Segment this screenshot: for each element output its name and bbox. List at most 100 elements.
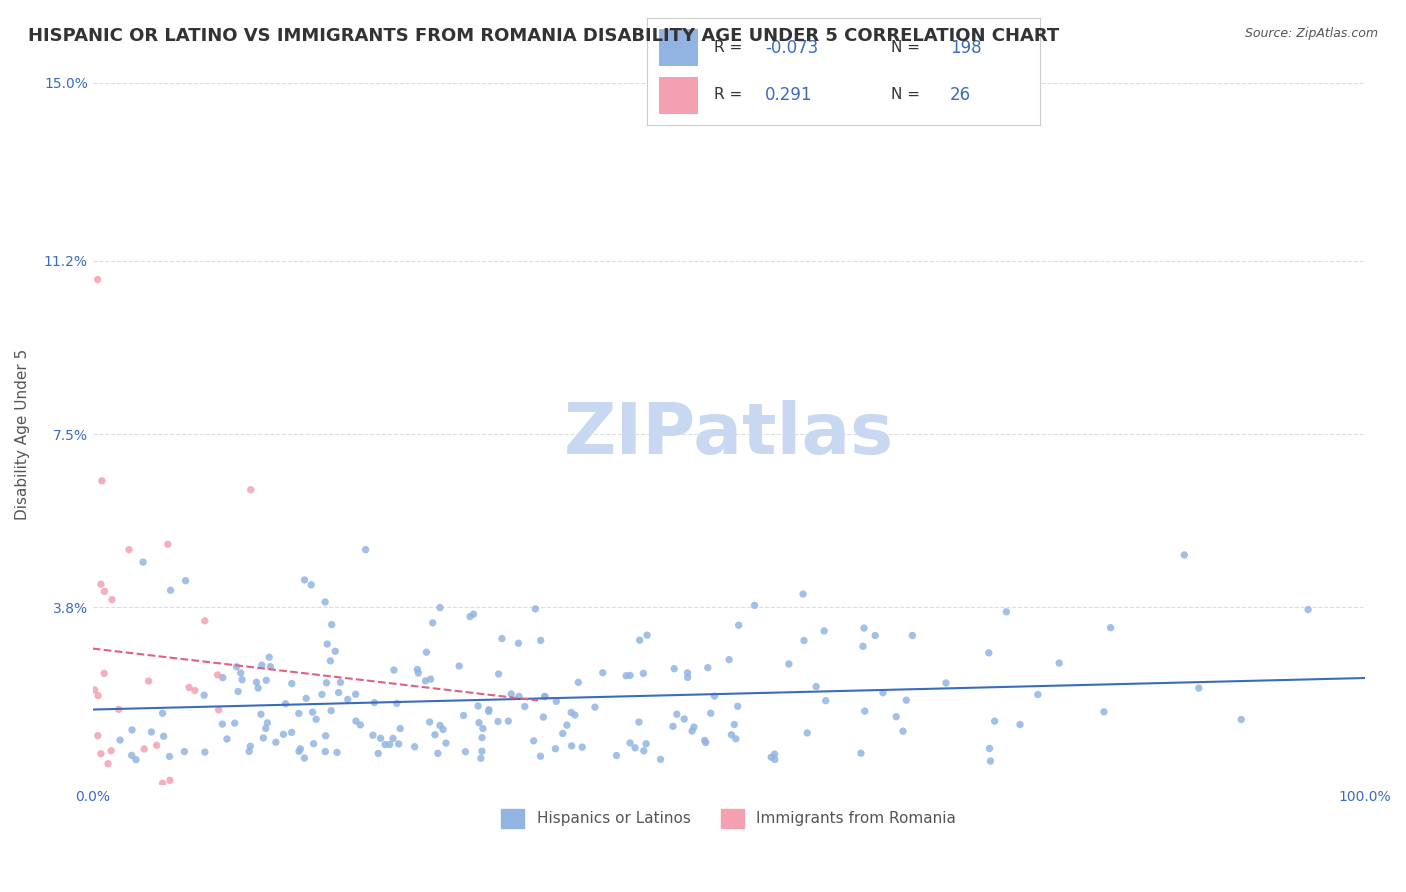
Point (432, 723, 454, 737)
Point (1230, 713, 1253, 727)
Point (367, 747, 389, 761)
Point (231, 673, 253, 687)
Point (508, 690, 530, 704)
Point (152, 776, 174, 790)
Point (257, 650, 280, 665)
Point (288, 744, 311, 758)
Point (561, 739, 583, 753)
Point (406, 663, 429, 677)
Point (314, 595, 336, 609)
Legend: Hispanics or Latinos, Immigrants from Romania: Hispanics or Latinos, Immigrants from Ro… (495, 803, 962, 834)
Point (533, 690, 555, 704)
Point (87, 689, 110, 703)
Point (305, 712, 328, 726)
Point (524, 602, 547, 616)
Point (724, 731, 747, 746)
Point (177, 681, 200, 695)
Point (314, 745, 336, 759)
Point (422, 615, 444, 630)
Point (156, 537, 179, 551)
Point (605, 748, 627, 763)
Point (254, 673, 277, 688)
Point (935, 676, 957, 690)
Point (370, 731, 392, 746)
Point (673, 712, 696, 726)
Point (763, 747, 786, 761)
Point (159, 773, 181, 788)
Text: HISPANIC OR LATINO VS IMMIGRANTS FROM ROMANIA DISABILITY AGE UNDER 5 CORRELATION: HISPANIC OR LATINO VS IMMIGRANTS FROM RO… (28, 27, 1059, 45)
Point (93, 584, 115, 599)
Point (173, 745, 195, 759)
Point (344, 714, 367, 728)
Text: R =: R = (714, 87, 747, 103)
Point (294, 573, 316, 587)
Point (681, 724, 703, 739)
Point (408, 665, 430, 680)
Point (207, 668, 229, 682)
Point (145, 739, 167, 753)
Point (429, 718, 451, 732)
Point (696, 661, 718, 675)
Point (254, 722, 277, 736)
Point (323, 644, 346, 658)
Point (294, 751, 316, 765)
Point (152, 729, 174, 743)
Point (252, 731, 274, 745)
Point (256, 715, 278, 730)
Point (513, 699, 536, 714)
Point (624, 740, 647, 755)
Point (995, 605, 1018, 619)
Point (132, 555, 155, 569)
Point (619, 668, 641, 682)
Point (415, 645, 437, 659)
Point (662, 719, 685, 733)
Point (665, 707, 688, 722)
Point (273, 727, 295, 741)
Point (804, 680, 827, 694)
Point (194, 614, 217, 628)
Point (491, 632, 513, 646)
Point (316, 637, 339, 651)
Point (778, 657, 800, 671)
Point (344, 687, 367, 701)
Text: N =: N = (891, 87, 925, 103)
Point (97, 756, 120, 771)
Point (280, 725, 302, 739)
Point (761, 750, 783, 764)
Point (250, 658, 273, 673)
Point (290, 741, 312, 756)
Point (695, 735, 717, 749)
Point (141, 725, 163, 739)
Point (247, 681, 270, 695)
Point (884, 710, 907, 724)
Point (571, 740, 593, 755)
Point (159, 749, 181, 764)
Point (583, 700, 606, 714)
Point (744, 599, 766, 613)
Point (1026, 688, 1049, 702)
Point (354, 542, 377, 557)
Point (389, 722, 412, 736)
Point (529, 749, 551, 764)
Point (979, 741, 1001, 756)
Point (434, 736, 457, 750)
Point (796, 726, 818, 740)
Point (458, 609, 481, 624)
Point (429, 600, 451, 615)
Point (699, 706, 721, 721)
Point (225, 659, 247, 673)
Point (471, 722, 494, 736)
Point (619, 736, 641, 750)
Bar (658, 29, 697, 66)
Point (388, 737, 411, 751)
Text: N =: N = (891, 40, 925, 55)
Point (567, 675, 589, 690)
Text: R =: R = (714, 40, 747, 55)
Point (792, 587, 814, 601)
Point (404, 739, 426, 754)
Point (1188, 681, 1211, 695)
Point (281, 676, 304, 690)
Point (184, 683, 207, 698)
Point (813, 624, 835, 638)
Point (979, 754, 1001, 768)
